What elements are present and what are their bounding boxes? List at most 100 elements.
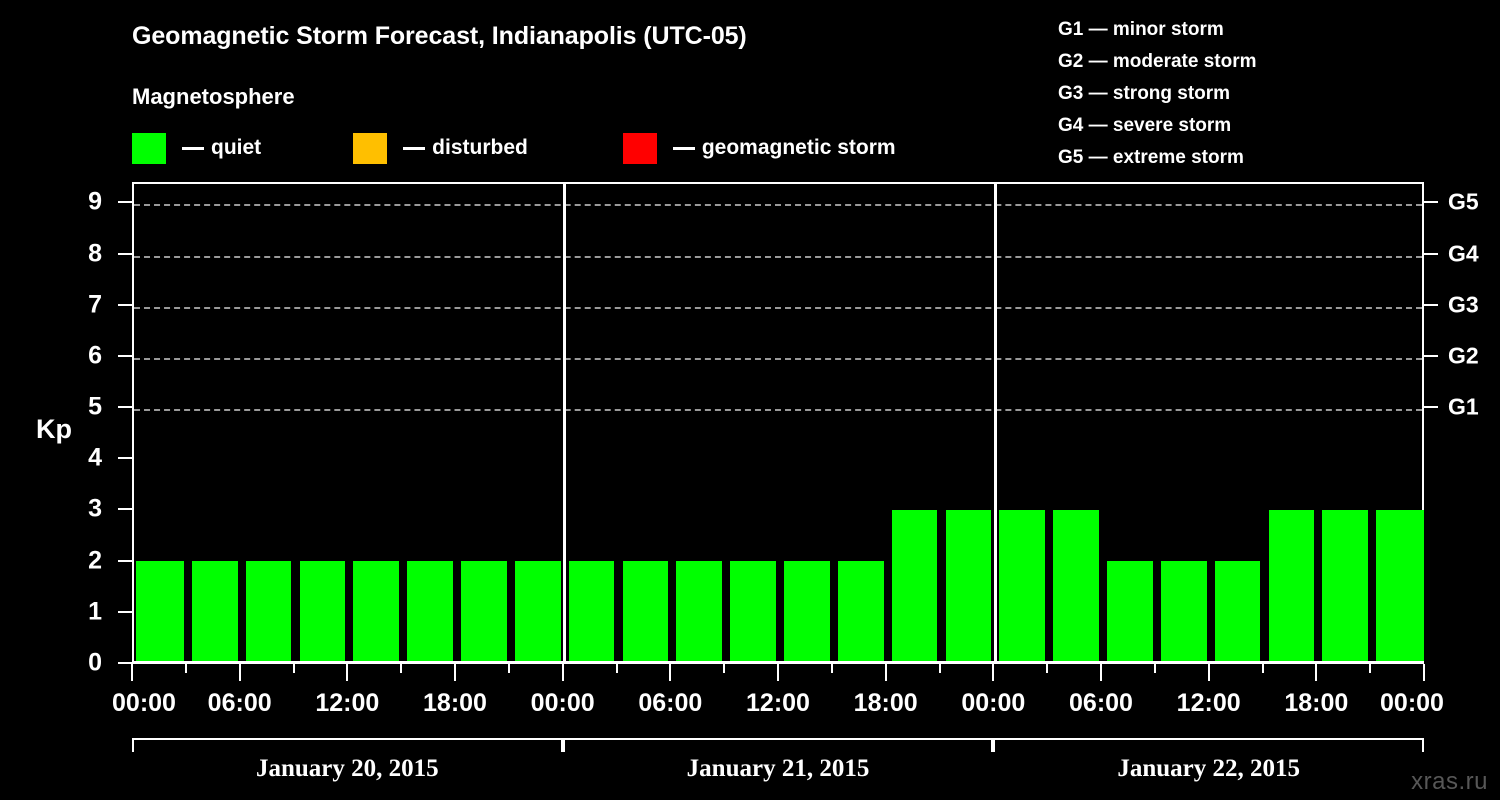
y-tick-mark-1 <box>118 610 132 613</box>
gscale-row-g1: G1 — minor storm <box>1058 19 1224 40</box>
y-tick-mark-7 <box>118 303 132 306</box>
bar-kp <box>407 560 453 663</box>
gridline-kp-7 <box>134 306 1422 309</box>
x-tick-label: 00:00 <box>112 689 176 717</box>
y-tick-mark-6 <box>118 354 132 357</box>
x-tick-minor <box>1046 664 1049 673</box>
disturbed-legend-swatch <box>353 132 388 164</box>
y-tick-label-0: 0 <box>88 648 102 677</box>
gscale-row-g2: G2 — moderate storm <box>1058 51 1257 72</box>
x-tick-minor <box>723 664 726 673</box>
x-tick-minor <box>292 664 295 673</box>
y-tick-label-8: 8 <box>88 239 102 268</box>
x-tick-minor <box>1261 664 1264 673</box>
bar-kp <box>514 560 561 663</box>
x-tick-label: 12:00 <box>1176 689 1241 717</box>
activity-legend: quiet disturbed geomagnetic storm <box>132 131 896 165</box>
g-tick-mark-g1 <box>1424 406 1438 409</box>
watermark: xras.ru <box>1411 768 1488 795</box>
quiet-legend: quiet <box>132 131 261 165</box>
bar-kp <box>676 560 723 663</box>
bar-kp <box>1376 509 1424 663</box>
x-tick-major <box>1100 664 1102 681</box>
x-tick-major <box>669 664 672 681</box>
x-tick-minor <box>507 664 510 673</box>
gscale-legend: G1 — minor storm G2 — moderate storm G3 — … <box>1058 14 1488 174</box>
chart-subtitle: Magnetosphere <box>132 84 295 109</box>
y-tick-mark-0 <box>118 662 132 664</box>
x-tick-label: 06:00 <box>1069 689 1133 717</box>
bar-kp <box>784 560 830 663</box>
x-tick-label: 00:00 <box>530 689 595 717</box>
quiet-legend-label: quiet <box>211 136 262 159</box>
x-tick-major <box>884 664 887 681</box>
bar-kp <box>945 509 992 663</box>
x-tick-label: 18:00 <box>423 689 487 717</box>
bar-kp <box>837 560 884 663</box>
x-tick-major <box>238 664 241 681</box>
y-tick-mark-3 <box>118 508 132 511</box>
bar-kp <box>1268 509 1315 663</box>
day-bracket <box>132 738 1424 752</box>
gridline-kp-6 <box>134 357 1422 360</box>
x-tick-label: 12:00 <box>315 689 380 717</box>
page-title: Geomagnetic Storm Forecast, Indianapolis… <box>132 22 747 50</box>
y-tick-label-2: 2 <box>88 546 102 575</box>
bar-kp <box>1322 509 1369 663</box>
x-axis-line <box>132 661 1424 664</box>
y-tick-mark-4 <box>118 457 132 460</box>
x-tick-minor <box>830 664 833 673</box>
gridline-kp-9 <box>134 204 1422 207</box>
x-tick-label: 18:00 <box>853 689 918 717</box>
plot-inner <box>134 184 1424 663</box>
x-tick-label: 18:00 <box>1284 689 1349 717</box>
storm-legend-dash-icon <box>672 146 695 150</box>
day-label: January 22, 2015 <box>1117 755 1300 782</box>
x-tick-label: 00:00 <box>1380 689 1444 717</box>
x-tick-major <box>1207 664 1210 681</box>
day-label: January 21, 2015 <box>686 755 870 782</box>
day-label: January 20, 2015 <box>256 755 439 782</box>
gridline-kp-8 <box>134 255 1422 258</box>
y-tick-label-5: 5 <box>88 392 102 421</box>
x-tick-major <box>777 664 779 681</box>
day-divider-1 <box>563 184 567 663</box>
bar-series-kp <box>134 184 1424 663</box>
bar-kp <box>568 560 615 663</box>
g-tick-label-g3: G3 <box>1448 291 1479 318</box>
day-bracket-segment <box>562 738 994 752</box>
day-bracket-segment <box>993 738 1424 752</box>
bar-kp <box>891 509 938 663</box>
y-tick-label-6: 6 <box>88 341 102 370</box>
x-tick-major <box>1315 664 1318 681</box>
storm-legend: geomagnetic storm <box>622 131 896 165</box>
disturbed-legend-dash-icon <box>403 146 426 150</box>
bar-kp <box>999 509 1046 663</box>
x-tick-minor <box>938 664 941 673</box>
gscale-row-g4: G4 — severe storm <box>1058 115 1232 136</box>
storm-legend-swatch <box>622 132 657 164</box>
x-tick-minor <box>400 664 403 673</box>
bar-kp <box>461 560 507 663</box>
x-tick-minor <box>184 664 187 673</box>
x-tick-major <box>131 664 133 681</box>
g-tick-label-g2: G2 <box>1448 342 1479 369</box>
y-tick-label-4: 4 <box>88 443 102 472</box>
bar-kp <box>730 560 776 663</box>
y-tick-mark-5 <box>118 406 132 409</box>
disturbed-legend-label: disturbed <box>432 136 528 159</box>
x-tick-label: 06:00 <box>638 689 703 717</box>
y-tick-label-3: 3 <box>88 494 102 523</box>
x-tick-major <box>992 664 995 681</box>
bar-kp <box>191 560 238 663</box>
bar-kp <box>622 560 669 663</box>
quiet-legend-dash-icon <box>182 146 204 150</box>
day-divider-2 <box>993 184 997 663</box>
y-tick-mark-2 <box>118 559 132 562</box>
disturbed-legend: disturbed <box>353 131 528 165</box>
y-tick-label-9: 9 <box>88 187 102 216</box>
bar-kp <box>353 560 400 663</box>
quiet-legend-swatch <box>132 132 166 164</box>
bar-kp <box>245 560 292 663</box>
bar-kp <box>299 560 346 663</box>
